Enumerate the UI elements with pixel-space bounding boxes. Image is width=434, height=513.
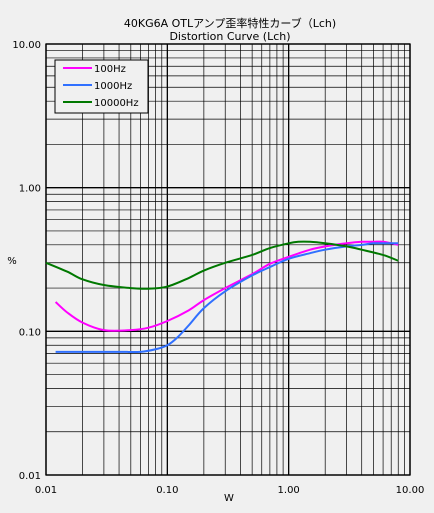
series-line-100hz	[54, 240, 399, 332]
x-tick-label: 0.01	[35, 485, 57, 496]
y-axis-label: %	[7, 256, 17, 267]
grid-minor	[46, 44, 410, 475]
tick-labels: 0.01 0.10 1.00 10.00 0.01 0.10 1.00 10.00	[12, 40, 424, 496]
legend-label-100hz: 100Hz	[94, 64, 126, 75]
plot-area	[46, 44, 410, 475]
series-line-10000hz	[45, 240, 399, 290]
chart-subtitle: Distortion Curve (Lch)	[169, 30, 290, 43]
legend-label-10000hz: 10000Hz	[94, 98, 139, 109]
legend-label-1000hz: 1000Hz	[94, 81, 132, 92]
x-axis-label: W	[224, 493, 234, 504]
y-tick-label: 0.01	[19, 471, 41, 482]
y-tick-label: 0.10	[19, 327, 41, 338]
plot-border	[45, 43, 411, 476]
x-tick-label: 0.10	[156, 485, 178, 496]
y-tick-label: 1.00	[19, 184, 41, 195]
legend: 100Hz 1000Hz 10000Hz	[54, 59, 149, 114]
chart-title: 40KG6A OTLアンプ歪率特性カーブ（Lch)	[124, 16, 336, 30]
x-tick-label: 1.00	[278, 485, 300, 496]
y-tick-label: 10.00	[12, 40, 41, 51]
x-tick-label: 10.00	[396, 485, 425, 496]
series-layer	[45, 240, 399, 354]
series-line-1000hz	[55, 242, 399, 354]
